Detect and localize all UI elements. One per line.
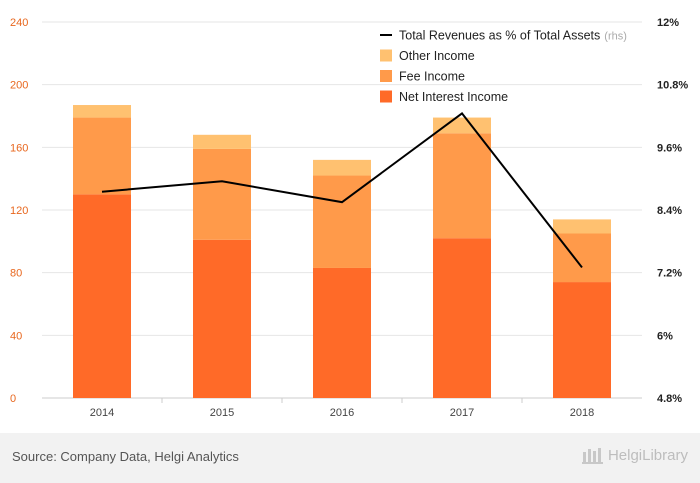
bar-segment bbox=[553, 219, 611, 234]
bar-segment bbox=[433, 133, 491, 239]
source-note: Source: Company Data, Helgi Analytics bbox=[12, 449, 239, 464]
y-tick-left: 120 bbox=[10, 205, 28, 217]
x-tick-label: 2015 bbox=[210, 407, 234, 419]
bar-segment bbox=[193, 134, 251, 149]
y-tick-left: 240 bbox=[10, 17, 28, 29]
y-tick-right: 6% bbox=[657, 330, 673, 342]
y-tick-left: 200 bbox=[10, 80, 28, 92]
bar-segment bbox=[73, 117, 131, 195]
bar-segment bbox=[313, 267, 371, 398]
x-tick-label: 2016 bbox=[330, 407, 354, 419]
bar-segment bbox=[193, 239, 251, 398]
y-tick-left: 80 bbox=[10, 268, 22, 280]
legend-label: Other Income bbox=[399, 49, 475, 63]
legend-box-marker bbox=[380, 49, 392, 62]
helgi-library-logo: HelgiLibrary bbox=[581, 446, 688, 464]
y-tick-left: 160 bbox=[10, 142, 28, 154]
bar-segment bbox=[313, 159, 371, 176]
y-tick-right: 10.8% bbox=[657, 80, 688, 92]
line-total-revenues-pct bbox=[101, 112, 583, 269]
legend-label: Fee Income bbox=[399, 70, 465, 84]
bar-segment bbox=[433, 117, 491, 134]
x-tick-label: 2018 bbox=[570, 407, 594, 419]
legend-box-marker bbox=[380, 70, 392, 82]
stacked-bar-line-chart: 0 4.8% 40 6% 80 7.2% 120 8.4% 160 9.6% 200 10.8% 240… bbox=[10, 17, 688, 419]
y-tick-left: 0 bbox=[10, 393, 16, 405]
bar-segment bbox=[433, 238, 491, 398]
y-tick-right: 4.8% bbox=[657, 393, 682, 405]
y-tick-left: 40 bbox=[10, 330, 22, 342]
y-tick-right: 9.6% bbox=[657, 142, 682, 154]
y-tick-right: 7.2% bbox=[657, 268, 682, 280]
y-tick-right: 12% bbox=[657, 17, 679, 29]
legend-box-marker bbox=[380, 90, 392, 103]
bar-segment bbox=[553, 282, 611, 398]
y-tick-right: 8.4% bbox=[657, 205, 682, 217]
bar-segment bbox=[73, 105, 131, 118]
bar-segment bbox=[313, 175, 371, 268]
legend-rhs-suffix: (rhs) bbox=[604, 31, 627, 43]
logo-text: HelgiLibrary bbox=[607, 446, 688, 464]
x-tick-label: 2014 bbox=[90, 407, 114, 419]
library-building-icon bbox=[581, 448, 603, 464]
bar-segment bbox=[73, 194, 131, 398]
x-tick-label: 2017 bbox=[450, 407, 474, 419]
legend-label: Net Interest Income bbox=[399, 90, 508, 104]
legend-label: Total Revenues as % of Total Assets (rhs) bbox=[399, 29, 627, 43]
bar-segment bbox=[193, 148, 251, 240]
